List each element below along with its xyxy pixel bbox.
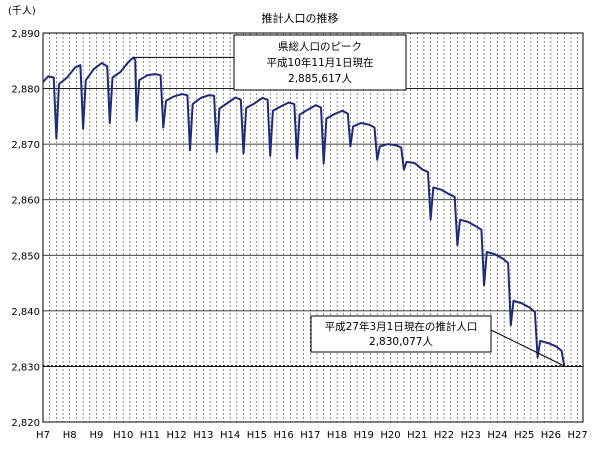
- x-tick-label: H25: [514, 430, 534, 441]
- peak-callout-text: 平成10年11月1日現在: [267, 56, 374, 69]
- x-tick-label: H23: [461, 430, 481, 441]
- grid: [43, 32, 583, 423]
- x-tick-label: H10: [113, 430, 133, 441]
- y-tick-label: 2,840: [11, 307, 40, 318]
- x-tick-label: H13: [193, 430, 213, 441]
- x-tick-label: H26: [541, 430, 561, 441]
- x-tick-label: H27: [568, 430, 588, 441]
- y-tick-label: 2,830: [11, 362, 40, 373]
- x-tick-label: H12: [167, 430, 187, 441]
- peak-callout-box: [233, 34, 407, 91]
- latest-callout-text: 2,830,077人: [369, 336, 433, 348]
- y-tick-label: 2,870: [11, 140, 40, 151]
- plot-frame: [42, 32, 584, 423]
- x-tick-label: H20: [380, 430, 400, 441]
- latest-leader-line: [490, 329, 565, 367]
- y-tick-label: 2,890: [11, 29, 40, 40]
- y-tick-label: 2,850: [11, 251, 40, 262]
- x-tick-label: H18: [327, 430, 347, 441]
- y-axis-unit-label: (千人): [8, 5, 36, 17]
- peak-callout-text: 2,885,617人: [288, 73, 352, 85]
- y-tick-label: 2,860: [11, 196, 40, 207]
- x-tick-label: H15: [247, 430, 267, 441]
- x-tick-label: H16: [273, 430, 293, 441]
- x-tick-label: H11: [140, 430, 160, 441]
- x-tick-label: H21: [407, 430, 427, 441]
- population-series-line: [42, 56, 566, 367]
- series-group: [42, 56, 566, 367]
- x-tick-label: H14: [220, 430, 240, 441]
- x-tick-label: H22: [434, 430, 454, 441]
- latest-callout-box: [310, 315, 492, 353]
- latest-callout-text: 平成27年3月1日現在の推計人口: [325, 320, 478, 333]
- x-tick-label: H19: [354, 430, 374, 441]
- plot-border: [42, 32, 584, 423]
- x-tick-label: H7: [36, 430, 50, 441]
- axes: 2,820 2,830 2,840 2,850 2,860 2,870 2,880 2,890…: [11, 29, 587, 441]
- x-tick-label: H24: [487, 430, 507, 441]
- chart-title: 推計人口の推移: [262, 11, 339, 25]
- y-tick-label: 2,820: [11, 418, 40, 429]
- y-tick-label: 2,880: [11, 85, 40, 96]
- x-tick-label: H8: [63, 430, 77, 441]
- peak-callout-text: 県総人口のピーク: [278, 40, 362, 53]
- x-tick-label: H9: [90, 430, 104, 441]
- x-tick-label: H17: [300, 430, 320, 441]
